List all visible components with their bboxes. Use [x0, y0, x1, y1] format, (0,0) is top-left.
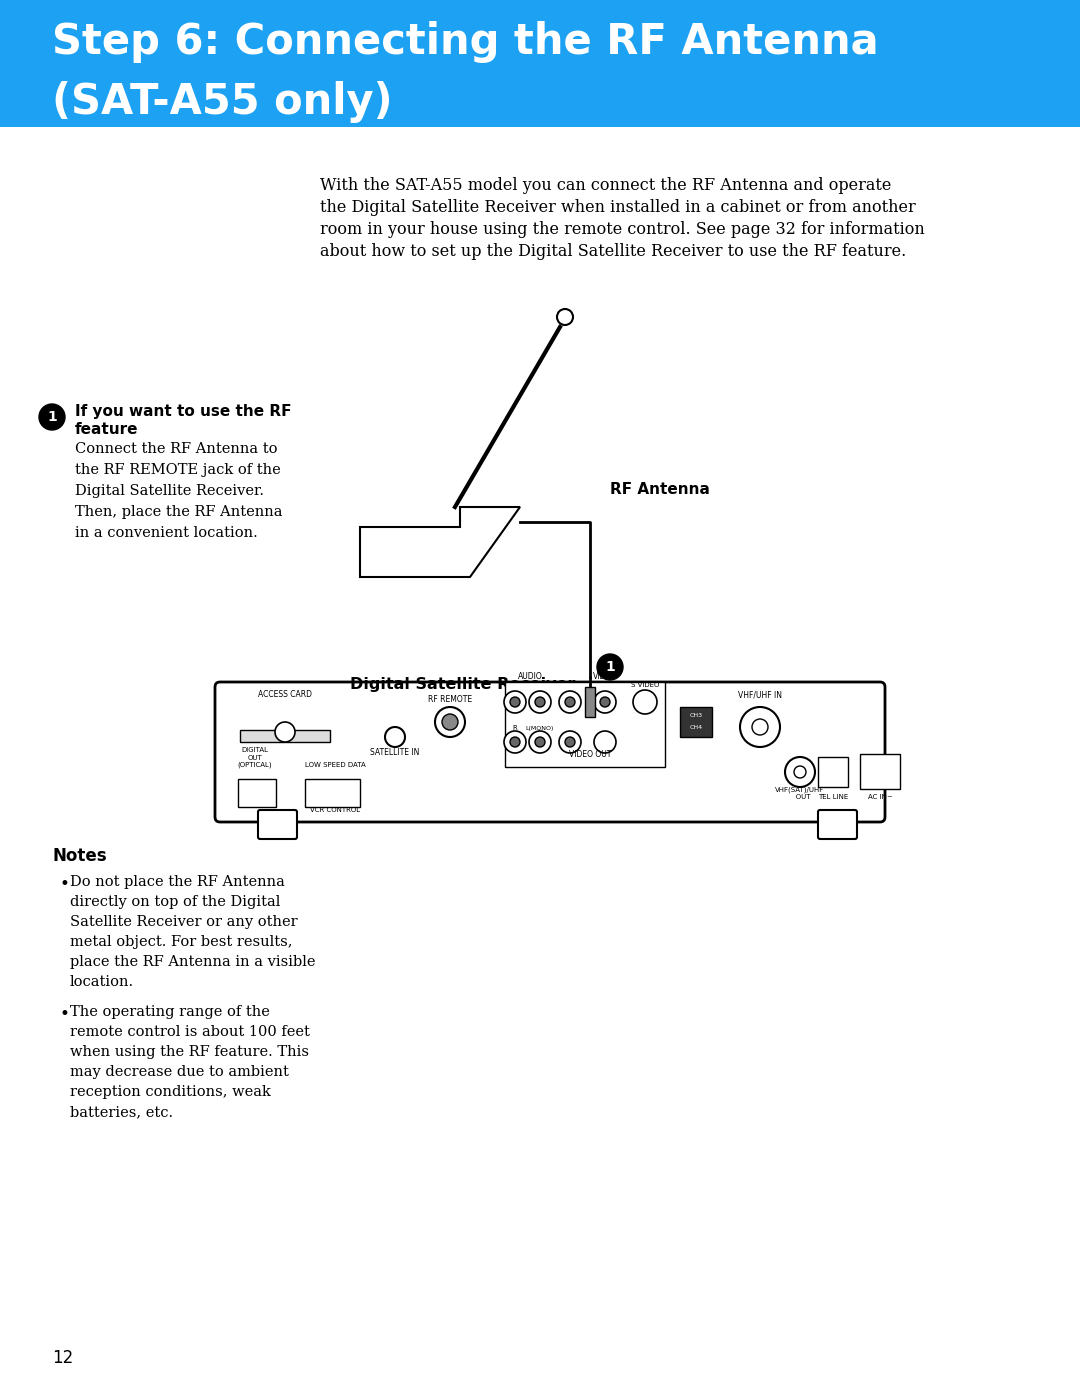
Circle shape	[442, 714, 458, 731]
Circle shape	[597, 654, 623, 680]
Text: Digital Satellite Receiver.: Digital Satellite Receiver.	[75, 483, 264, 497]
Bar	[818, 757, 848, 787]
Text: Do not place the RF Antenna: Do not place the RF Antenna	[70, 875, 285, 888]
Circle shape	[529, 692, 551, 712]
Text: Step 6: Connecting the RF Antenna: Step 6: Connecting the RF Antenna	[52, 21, 879, 63]
Text: 1: 1	[48, 409, 57, 425]
Bar	[860, 754, 900, 789]
Circle shape	[504, 731, 526, 753]
Bar	[680, 707, 712, 738]
Text: batteries, etc.: batteries, etc.	[70, 1105, 173, 1119]
Circle shape	[559, 731, 581, 753]
Circle shape	[594, 731, 616, 753]
Circle shape	[529, 731, 551, 753]
Text: CH4: CH4	[689, 725, 703, 731]
Text: VCR CONTROL: VCR CONTROL	[310, 807, 360, 813]
Text: VHF/UHF IN: VHF/UHF IN	[738, 690, 782, 698]
Polygon shape	[360, 507, 519, 577]
Text: reception conditions, weak: reception conditions, weak	[70, 1085, 271, 1099]
Text: The operating range of the: The operating range of the	[70, 1004, 270, 1018]
Text: DIGITAL
OUT
(OPTICAL): DIGITAL OUT (OPTICAL)	[238, 747, 272, 768]
Text: If you want to use the RF: If you want to use the RF	[75, 404, 292, 419]
FancyBboxPatch shape	[215, 682, 885, 821]
Text: Digital Satellite Receiver: Digital Satellite Receiver	[350, 678, 576, 692]
Circle shape	[752, 719, 768, 735]
Circle shape	[435, 707, 465, 738]
Text: RF Antenna: RF Antenna	[610, 482, 710, 497]
Text: when using the RF feature. This: when using the RF feature. This	[70, 1045, 309, 1059]
Text: directly on top of the Digital: directly on top of the Digital	[70, 895, 281, 909]
Text: may decrease due to ambient: may decrease due to ambient	[70, 1065, 288, 1078]
Text: room in your house using the remote control. See page 32 for information: room in your house using the remote cont…	[320, 221, 924, 237]
Text: the RF REMOTE jack of the: the RF REMOTE jack of the	[75, 462, 281, 476]
Circle shape	[39, 404, 65, 430]
Bar	[0, 0, 1080, 127]
Circle shape	[510, 738, 519, 747]
Text: AUDIO: AUDIO	[517, 672, 542, 680]
Text: feature: feature	[75, 422, 138, 437]
Bar	[305, 780, 360, 807]
Text: VIDEO OUT: VIDEO OUT	[569, 750, 611, 759]
Text: •: •	[60, 1004, 70, 1023]
Text: AC IN~: AC IN~	[867, 793, 892, 800]
Circle shape	[785, 757, 815, 787]
Bar	[238, 780, 276, 807]
Text: metal object. For best results,: metal object. For best results,	[70, 935, 293, 949]
Text: Connect the RF Antenna to: Connect the RF Antenna to	[75, 441, 278, 455]
Text: ACCESS CARD: ACCESS CARD	[258, 690, 312, 698]
Text: Satellite Receiver or any other: Satellite Receiver or any other	[70, 915, 298, 929]
Text: the Digital Satellite Receiver when installed in a cabinet or from another: the Digital Satellite Receiver when inst…	[320, 198, 916, 217]
Text: S VIDEO: S VIDEO	[631, 682, 659, 687]
Text: 1: 1	[605, 659, 615, 673]
Circle shape	[559, 692, 581, 712]
FancyBboxPatch shape	[258, 810, 297, 840]
Text: With the SAT-A55 model you can connect the RF Antenna and operate: With the SAT-A55 model you can connect t…	[320, 177, 891, 194]
Circle shape	[510, 697, 519, 707]
Bar	[585, 687, 595, 717]
FancyBboxPatch shape	[818, 810, 858, 840]
Text: remote control is about 100 feet: remote control is about 100 feet	[70, 1025, 310, 1039]
Text: VHF(SAT)/UHF
   OUT: VHF(SAT)/UHF OUT	[775, 787, 825, 800]
Circle shape	[594, 692, 616, 712]
Circle shape	[740, 707, 780, 747]
Text: LOW SPEED DATA: LOW SPEED DATA	[305, 761, 365, 768]
Text: about how to set up the Digital Satellite Receiver to use the RF feature.: about how to set up the Digital Satellit…	[320, 243, 906, 260]
Text: L(MONO): L(MONO)	[526, 726, 554, 731]
Circle shape	[633, 690, 657, 714]
Circle shape	[535, 738, 545, 747]
Text: TEL LINE: TEL LINE	[818, 793, 848, 800]
Circle shape	[557, 309, 573, 326]
Text: SATELLITE IN: SATELLITE IN	[370, 747, 420, 757]
Circle shape	[275, 722, 295, 742]
Text: in a convenient location.: in a convenient location.	[75, 527, 258, 541]
Text: location.: location.	[70, 975, 134, 989]
Text: RF REMOTE: RF REMOTE	[428, 694, 472, 704]
Text: Notes: Notes	[52, 847, 107, 865]
Circle shape	[384, 726, 405, 747]
Circle shape	[504, 692, 526, 712]
Bar	[240, 731, 330, 742]
Circle shape	[600, 697, 610, 707]
Text: Then, place the RF Antenna: Then, place the RF Antenna	[75, 504, 283, 520]
Text: VIDEO: VIDEO	[593, 672, 617, 680]
Circle shape	[565, 738, 575, 747]
Text: place the RF Antenna in a visible: place the RF Antenna in a visible	[70, 956, 315, 970]
Text: (SAT-A55 only): (SAT-A55 only)	[52, 81, 393, 123]
Text: R: R	[513, 725, 517, 731]
Text: 12: 12	[52, 1350, 73, 1368]
Text: •: •	[60, 875, 70, 893]
Bar	[505, 682, 665, 767]
Circle shape	[794, 766, 806, 778]
Text: CH3: CH3	[689, 712, 703, 718]
Circle shape	[565, 697, 575, 707]
Circle shape	[535, 697, 545, 707]
